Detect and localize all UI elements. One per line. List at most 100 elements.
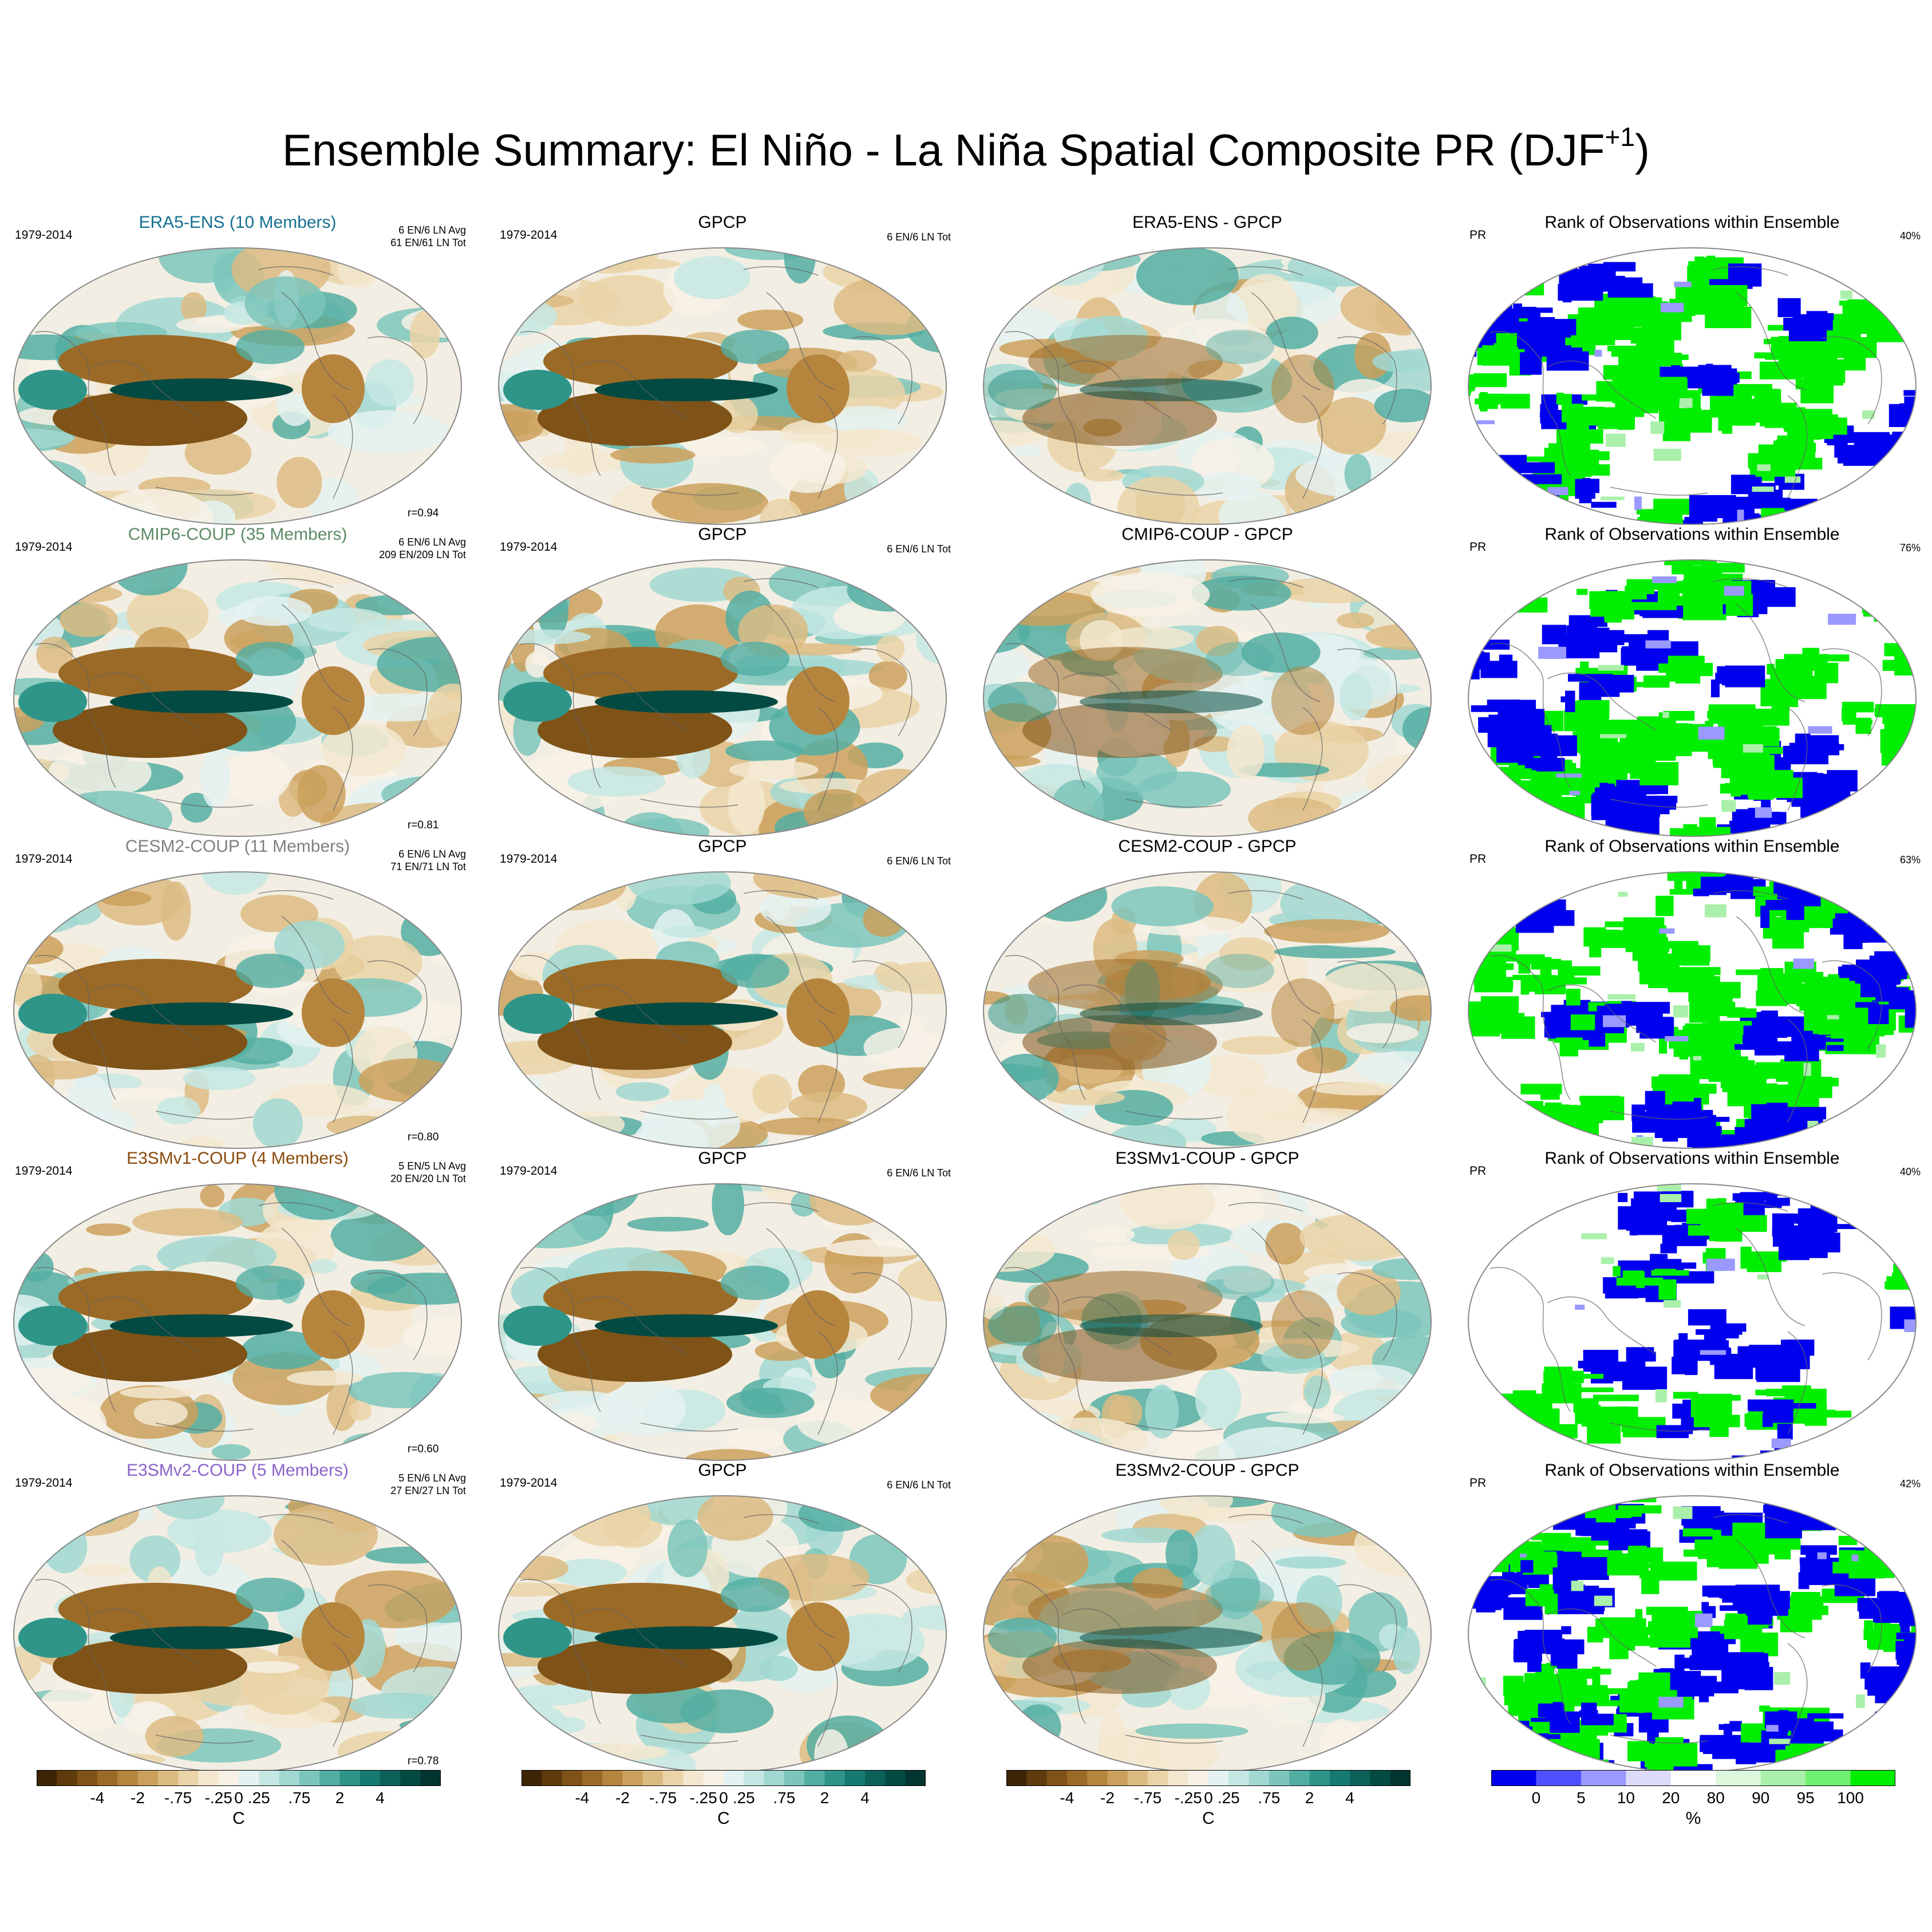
anomaly-colorbar-swatch — [1249, 1770, 1270, 1786]
variable-label: PR — [1469, 852, 1487, 866]
panel-title: Rank of Observations within Ensemble — [1544, 525, 1840, 544]
anomaly-colorbar-swatch — [1168, 1770, 1189, 1786]
anomaly-colorbar-swatch — [885, 1770, 906, 1786]
anomaly-colorbar-swatch — [1329, 1770, 1350, 1786]
anomaly-colorbar-swatch — [744, 1770, 765, 1786]
anomaly-colorbar-tick-label: 0 — [1204, 1789, 1213, 1807]
global-map — [13, 559, 462, 837]
panel-rank-row5: Rank of Observations within Ensemble PR 42… — [1467, 1461, 1921, 1773]
anomaly-colorbar-swatch — [359, 1770, 381, 1786]
panel-diff-row4: E3SMv1-COUP - GPCP — [982, 1149, 1432, 1461]
panel-title: Rank of Observations within Ensemble — [1544, 213, 1840, 232]
anomaly-colorbar-swatch — [319, 1770, 340, 1786]
pattern-correlation: r=0.81 — [408, 819, 439, 831]
anomaly-colorbar-swatch — [1148, 1770, 1168, 1786]
period-label: 1979-2014 — [15, 540, 73, 554]
anomaly-colorbar-swatch — [1006, 1770, 1027, 1786]
anomaly-colorbar-tick-label: -.75 — [164, 1789, 192, 1807]
anomaly-colorbar-unit: C — [232, 1809, 245, 1828]
variable-label: PR — [1469, 540, 1487, 554]
global-map — [1468, 559, 1917, 837]
anomaly-colorbar-swatch — [400, 1770, 421, 1786]
anomaly-colorbar-tick-label: 2 — [820, 1789, 829, 1807]
period-label: 1979-2014 — [15, 1476, 73, 1490]
panel-obs-row5: GPCP 1979-2014 6 EN/6 LN Tot — [497, 1461, 951, 1773]
panel-obs-row2: GPCP 1979-2014 6 EN/6 LN Tot — [497, 525, 951, 837]
anomaly-colorbar-swatch — [380, 1770, 401, 1786]
pattern-correlation: r=0.60 — [408, 1443, 439, 1455]
panel-title: ERA5-ENS (10 Members) — [139, 213, 337, 232]
anomaly-colorbar-tick-label: -.25 — [1174, 1789, 1202, 1807]
global-map — [498, 247, 947, 525]
rank-colorbar-tick-label: 10 — [1617, 1789, 1635, 1807]
rank-colorbar-swatch — [1670, 1770, 1716, 1786]
anomaly-colorbar-swatch — [703, 1770, 724, 1786]
rank-percent: 40% — [1899, 1166, 1921, 1178]
panel-obs-row3: GPCP 1979-2014 6 EN/6 LN Tot — [497, 837, 951, 1149]
global-map — [983, 559, 1432, 837]
anomaly-colorbar-swatch — [157, 1770, 179, 1786]
panel-rank-row1: Rank of Observations within Ensemble PR 40… — [1467, 213, 1921, 525]
rank-colorbar-tick-label: 80 — [1706, 1789, 1725, 1807]
anomaly-colorbar-swatch — [724, 1770, 744, 1786]
event-count-info: 5 EN/5 LN Avg 20 EN/20 LN Tot — [390, 1160, 466, 1185]
variable-label: PR — [1469, 228, 1487, 242]
pattern-correlation: r=0.94 — [408, 507, 439, 519]
anomaly-colorbar-swatch — [137, 1770, 159, 1786]
panel-rank-row3: Rank of Observations within Ensemble PR 63… — [1467, 837, 1921, 1149]
panel-diff-row5: E3SMv2-COUP - GPCP — [982, 1461, 1432, 1773]
panel-title: Rank of Observations within Ensemble — [1544, 1149, 1840, 1168]
anomaly-colorbar-tick-label: 0 — [234, 1789, 243, 1807]
anomaly-colorbar-tick-label: .75 — [288, 1789, 311, 1807]
panel-model-row4: E3SMv1-COUP (4 Members) 1979-2014 5 EN/5 L… — [13, 1149, 466, 1461]
panel-title: CMIP6-COUP - GPCP — [1121, 525, 1293, 544]
panel-title: GPCP — [698, 1149, 747, 1168]
event-count-avg: 5 EN/5 LN Avg — [398, 1160, 466, 1172]
anomaly-colorbar-tick-label: 0 — [719, 1789, 728, 1807]
panel-title: CESM2-COUP (11 Members) — [125, 837, 350, 856]
panel-title: GPCP — [698, 837, 747, 856]
anomaly-colorbar-swatch — [239, 1770, 259, 1786]
anomaly-colorbar-swatch — [1026, 1770, 1048, 1786]
anomaly-colorbar-swatch — [865, 1770, 886, 1786]
anomaly-colorbar — [1006, 1770, 1411, 1786]
variable-label: PR — [1469, 1476, 1487, 1490]
rank-colorbar-swatch — [1536, 1770, 1582, 1786]
anomaly-colorbar-tick-label: -2 — [131, 1789, 145, 1807]
anomaly-colorbar-swatch — [97, 1770, 118, 1786]
event-count-info: 6 EN/6 LN Avg 209 EN/209 LN Tot — [379, 536, 466, 561]
anomaly-colorbar-tick-label: 4 — [1345, 1789, 1354, 1807]
panel-diff-row1: ERA5-ENS - GPCP — [982, 213, 1432, 525]
rank-percent: 42% — [1899, 1478, 1921, 1490]
anomaly-colorbar-tick-label: -4 — [575, 1789, 590, 1807]
rank-colorbar-ticks: 0 5 10 20 80 90 95 100 — [1491, 1789, 1895, 1807]
rank-percent: 63% — [1899, 854, 1921, 866]
panel-model-row5: E3SMv2-COUP (5 Members) 1979-2014 5 EN/6 L… — [13, 1461, 466, 1773]
event-count-info: 6 EN/6 LN Avg 61 EN/61 LN Tot — [390, 224, 466, 249]
event-count-info: 5 EN/6 LN Avg 27 EN/27 LN Tot — [390, 1472, 466, 1497]
anomaly-colorbar-tick-label: -.25 — [689, 1789, 717, 1807]
anomaly-colorbar-swatch — [198, 1770, 219, 1786]
panel-title: GPCP — [698, 213, 747, 232]
anomaly-colorbar-swatch — [1107, 1770, 1128, 1786]
global-map — [1468, 1495, 1917, 1773]
anomaly-colorbar-swatch — [1289, 1770, 1310, 1786]
period-label: 1979-2014 — [15, 1164, 73, 1178]
anomaly-colorbar-tick-label: 4 — [376, 1789, 385, 1807]
anomaly-colorbar-ticks: -4 -2 -.75 -.25 0.25 .75 2 4 — [521, 1789, 926, 1807]
anomaly-colorbar-swatch — [562, 1770, 583, 1786]
global-map — [983, 1183, 1432, 1461]
anomaly-colorbar-swatch — [683, 1770, 704, 1786]
anomaly-colorbar-ticks: -4 -2 -.75 -.25 0.25 .75 2 4 — [37, 1789, 441, 1807]
event-count-avg: 6 EN/6 LN Avg — [398, 848, 466, 860]
anomaly-colorbar-swatch — [1228, 1770, 1250, 1786]
pattern-correlation: r=0.80 — [408, 1131, 439, 1143]
period-label: 1979-2014 — [15, 228, 73, 242]
anomaly-colorbar-swatch — [1350, 1770, 1370, 1786]
anomaly-colorbar-swatch — [1370, 1770, 1391, 1786]
anomaly-colorbar-swatch — [824, 1770, 846, 1786]
rank-colorbar-tick-label: 0 — [1531, 1789, 1541, 1807]
period-label: 1979-2014 — [500, 1476, 558, 1490]
global-map — [13, 247, 462, 525]
